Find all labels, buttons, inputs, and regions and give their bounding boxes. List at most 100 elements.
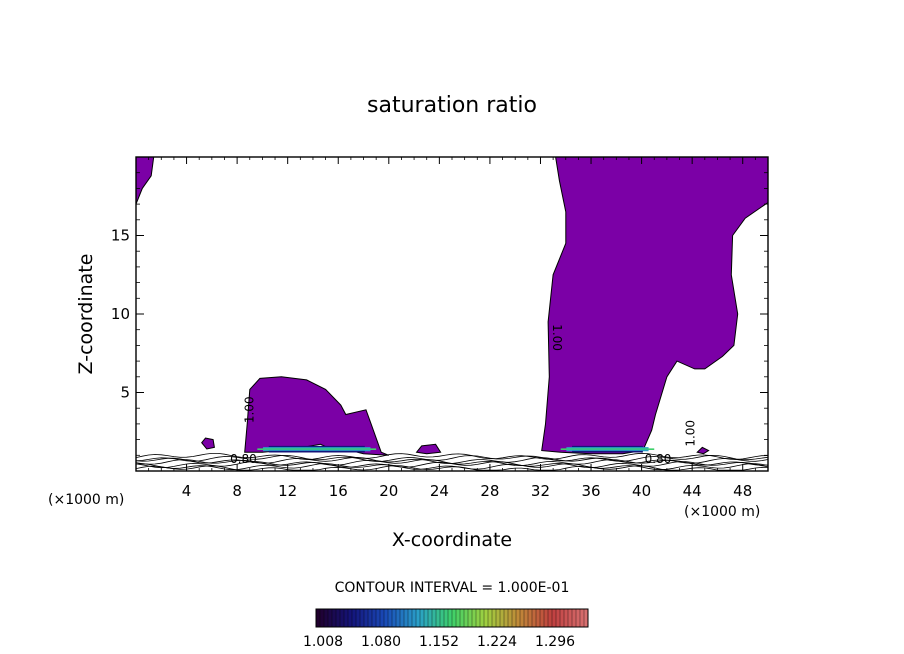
colorbar-tick-label: 1.296 (535, 634, 575, 650)
colorbar-cell (420, 609, 424, 627)
x-axis-label: X-coordinate (392, 529, 512, 551)
x-tick-label: 36 (581, 482, 600, 500)
x-tick-label: 44 (683, 482, 702, 500)
colorbar-cell (328, 609, 332, 627)
x-tick-label: 32 (531, 482, 550, 500)
colorbar-cell (340, 609, 344, 627)
colorbar-tick-label: 1.080 (361, 634, 401, 650)
colorbar-cell (348, 609, 352, 627)
colorbar-cell (488, 609, 492, 627)
x-tick-label: 24 (430, 482, 449, 500)
region-upper-left-wedge (136, 157, 154, 204)
colorbar-cell (440, 609, 444, 627)
colorbar-cell (580, 609, 584, 627)
colorbar-cell (492, 609, 496, 627)
colorbar-cell (460, 609, 464, 627)
colorbar-cell (464, 609, 468, 627)
x-tick-label: 12 (278, 482, 297, 500)
colorbar-cell (556, 609, 560, 627)
region-blob-44 (697, 447, 708, 453)
contour-interval-label: CONTOUR INTERVAL = 1.000E-01 (335, 580, 570, 596)
colorbar-cell (336, 609, 340, 627)
colorbar-labels: 1.008 1.080 1.152 1.224 1.296 (303, 634, 575, 650)
colorbar-cell (364, 609, 368, 627)
colorbar-cell (512, 609, 516, 627)
region-blob-22 (417, 444, 441, 453)
colorbar-cell (540, 609, 544, 627)
x-tick-label: 8 (232, 482, 242, 500)
colorbar-cell (472, 609, 476, 627)
colorbar-cell (436, 609, 440, 627)
colorbar-cell (384, 609, 388, 627)
region-blob-5 (202, 438, 215, 449)
colorbar-cell (576, 609, 580, 627)
colorbar-cell (356, 609, 360, 627)
colorbar-cell (444, 609, 448, 627)
colorbar-cell (520, 609, 524, 627)
colorbar-cell (476, 609, 480, 627)
colorbar-cell (572, 609, 576, 627)
colorbar-cell (484, 609, 488, 627)
colorbar-cell (344, 609, 348, 627)
y-axis-label: Z-coordinate (75, 254, 97, 375)
colorbar-cell (560, 609, 564, 627)
colorbar-cell (552, 609, 556, 627)
colorbar-cell (468, 609, 472, 627)
colorbar-cell (456, 609, 460, 627)
chart-title: saturation ratio (367, 93, 537, 118)
region-left-cloud (245, 377, 389, 456)
colorbar-cell (392, 609, 396, 627)
colorbar-cell (532, 609, 536, 627)
colorbar-cell (412, 609, 416, 627)
x-tick-label: 48 (733, 482, 752, 500)
colorbar-cell (528, 609, 532, 627)
colorbar-cell (376, 609, 380, 627)
colorbar-cell (324, 609, 328, 627)
colorbar-cell (448, 609, 452, 627)
y-tick-label: 5 (120, 384, 130, 402)
colorbar-cell (408, 609, 412, 627)
x-tick-label: 28 (480, 482, 499, 500)
x-unit-left: (×1000 m) (48, 492, 124, 508)
contour-label-1: 1.00 (550, 324, 564, 351)
colorbar-cell (388, 609, 392, 627)
colorbar-cell (368, 609, 372, 627)
colorbar-cell (452, 609, 456, 627)
colorbar-tick-label: 1.152 (419, 634, 459, 650)
saturated-regions (136, 154, 768, 455)
contour-label-4: 0.80 (645, 452, 672, 466)
colorbar-cell (372, 609, 376, 627)
colorbar-cell (396, 609, 400, 627)
colorbar-cell (320, 609, 324, 627)
colorbar-cell (400, 609, 404, 627)
colorbar-cell (508, 609, 512, 627)
colorbar-cell (568, 609, 572, 627)
colorbar-cell (360, 609, 364, 627)
contour-label-2: 1.00 (684, 420, 698, 447)
colorbar-cell (504, 609, 508, 627)
x-unit-right: (×1000 m) (684, 504, 760, 520)
colorbar-cell (500, 609, 504, 627)
x-tick-label: 16 (329, 482, 348, 500)
colorbar (316, 609, 588, 627)
colorbar-cell (428, 609, 432, 627)
y-tick-label: 10 (111, 305, 130, 323)
colorbar-cell (516, 609, 520, 627)
colorbar-cell (316, 609, 320, 627)
colorbar-tick-label: 1.008 (303, 634, 343, 650)
colorbar-cell (424, 609, 428, 627)
colorbar-cell (496, 609, 500, 627)
region-right-cloud (542, 154, 768, 454)
colorbar-cell (416, 609, 420, 627)
contour-label-0: 1.00 (243, 396, 257, 423)
x-tick-label: 20 (379, 482, 398, 500)
colorbar-cell (544, 609, 548, 627)
colorbar-cell (480, 609, 484, 627)
x-tick-label: 40 (632, 482, 651, 500)
colorbar-cell (564, 609, 568, 627)
colorbar-cell (332, 609, 336, 627)
y-tick-label: 15 (111, 227, 130, 245)
colorbar-cell (404, 609, 408, 627)
x-tick-label: 4 (182, 482, 192, 500)
